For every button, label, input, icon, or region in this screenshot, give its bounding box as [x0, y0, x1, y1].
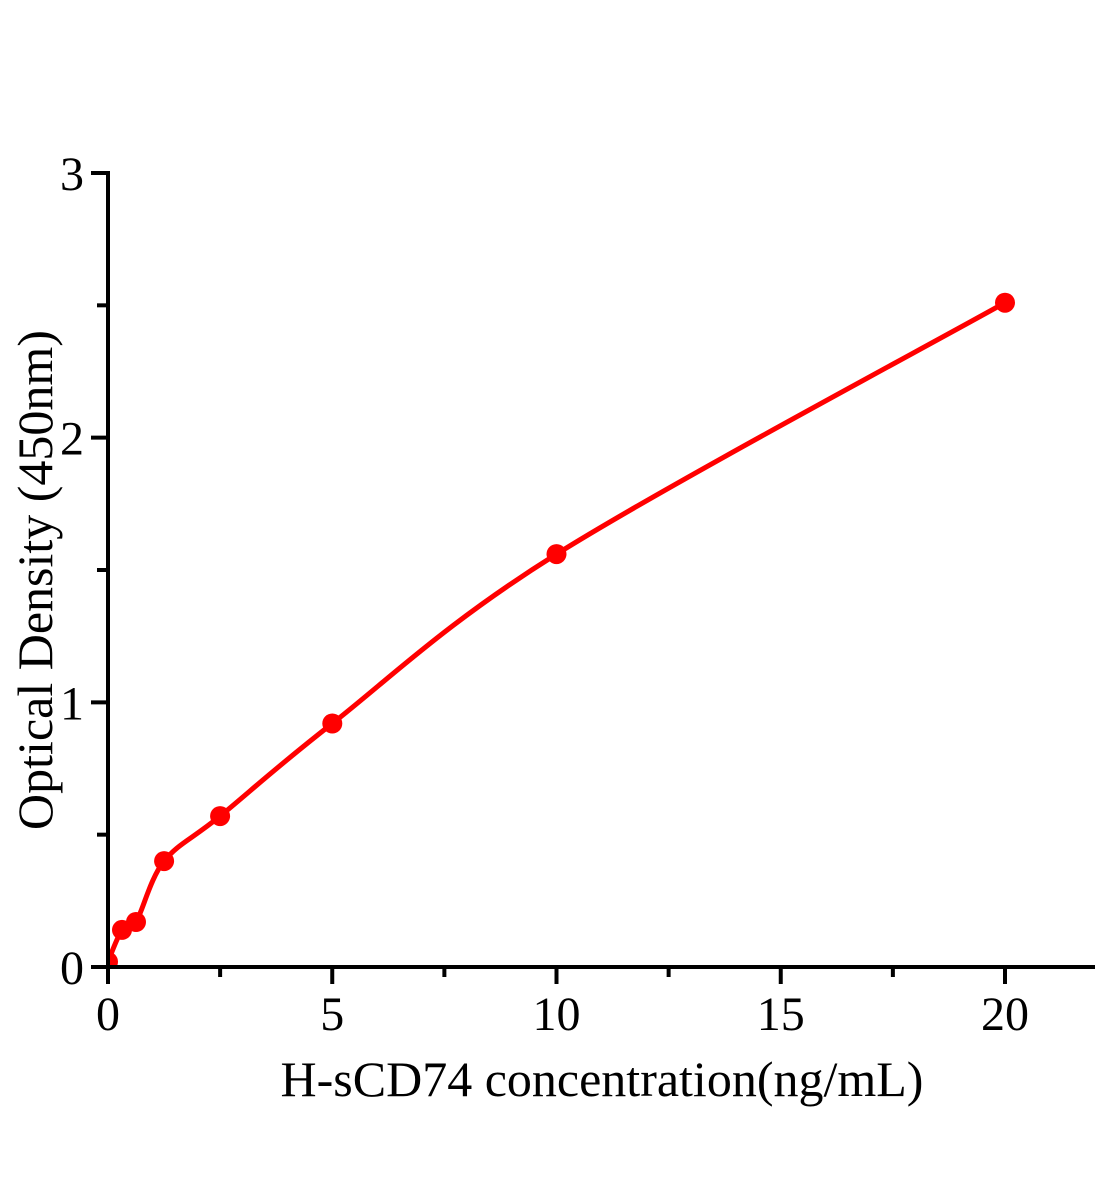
y-axis-title: Optical Density (450nm) — [7, 330, 63, 830]
x-tick-label: 15 — [757, 988, 805, 1041]
data-point-0.625 — [126, 912, 146, 932]
x-tick-label: 0 — [96, 988, 120, 1041]
axis-tick-labels: 0 1 2 3 0 5 10 15 20 — [60, 148, 1029, 1041]
data-point-2.5 — [210, 806, 231, 827]
y-tick-label: 2 — [60, 413, 84, 466]
data-point-5 — [322, 713, 343, 734]
x-axis-title: H-sCD74 concentration(ng/mL) — [281, 1051, 924, 1107]
data-series — [110, 292, 1015, 965]
y-tick-label: 0 — [60, 942, 84, 995]
standard-curve-line — [110, 300, 1008, 964]
data-point-0 — [110, 951, 118, 965]
data-point-10 — [546, 544, 567, 565]
axes — [106, 170, 1095, 969]
x-tick-label: 10 — [533, 988, 581, 1041]
y-tick-label: 1 — [60, 677, 84, 730]
data-point-1.25 — [154, 851, 175, 872]
data-point-20 — [995, 292, 1015, 313]
x-tick-label: 20 — [981, 988, 1029, 1041]
y-tick-label: 3 — [60, 148, 84, 201]
x-tick-label: 5 — [320, 988, 344, 1041]
axis-ticks — [91, 170, 1007, 984]
